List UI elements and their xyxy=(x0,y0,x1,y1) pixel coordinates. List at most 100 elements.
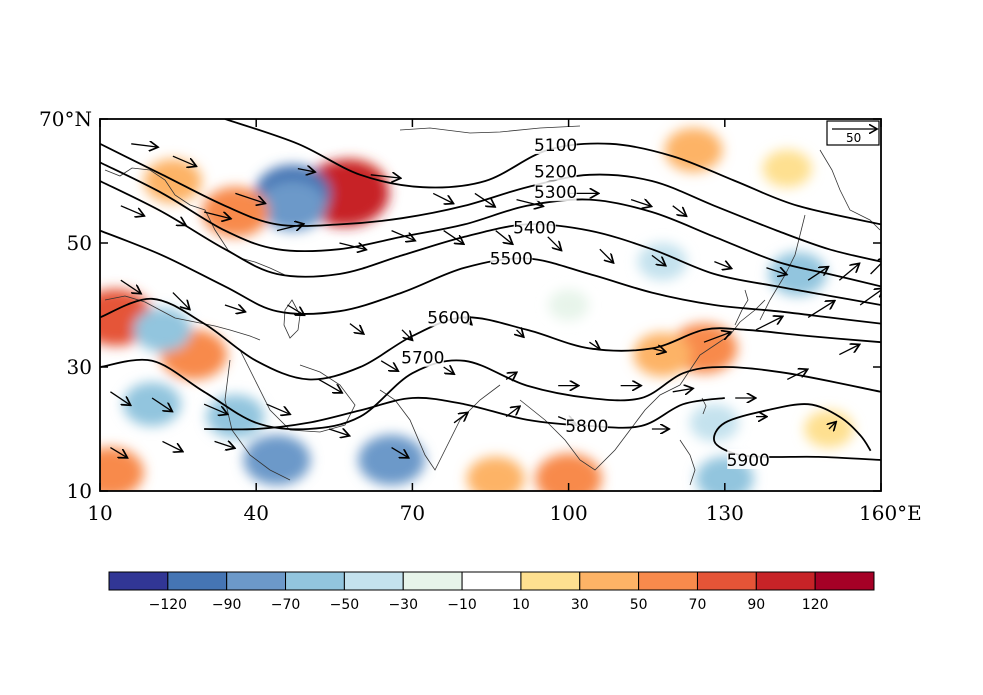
contour-label-bg xyxy=(401,346,444,367)
contour-label-5400: 5400 xyxy=(513,219,556,239)
wind-vector xyxy=(120,205,143,216)
wind-vector xyxy=(224,305,244,311)
coastline-arabia xyxy=(239,349,356,433)
wind-vector xyxy=(328,429,348,435)
anomaly-cell xyxy=(358,434,425,486)
colorbar-label: 70 xyxy=(689,597,707,613)
coastline-arctic xyxy=(399,125,581,134)
anomaly-cell xyxy=(633,332,692,377)
reference-vector-box: 50 xyxy=(826,120,880,146)
wind-vector xyxy=(443,367,454,373)
y-tick-label: 70°N xyxy=(39,107,92,131)
coastline-korea xyxy=(734,289,749,326)
wind-vector xyxy=(120,279,140,293)
x-tick-label: 10 xyxy=(87,501,112,525)
wind-vector xyxy=(380,360,397,371)
anomaly-cell xyxy=(762,149,812,188)
wind-vector xyxy=(235,192,264,203)
colorbar-label: −120 xyxy=(149,597,187,613)
colorbar-swatch xyxy=(696,571,757,591)
colorbar-swatch xyxy=(755,571,816,591)
contour-label-bg xyxy=(534,134,577,155)
x-tick-label: 100 xyxy=(550,501,588,525)
x-axis-ticks: 10 40 70 100 130 160°E xyxy=(87,119,922,525)
contour-label-bg xyxy=(727,449,770,469)
anomaly-cell xyxy=(637,242,687,281)
anomaly-cell xyxy=(548,289,589,321)
anomaly-cell xyxy=(201,186,269,238)
anomaly-cell xyxy=(100,447,144,491)
contour-label-5100: 5100 xyxy=(534,136,577,156)
wind-vector xyxy=(203,403,226,414)
colorbar-swatch xyxy=(814,571,875,591)
contour-label-5600: 5600 xyxy=(427,308,470,328)
anomaly-cell xyxy=(133,307,192,352)
colorbar-label: 30 xyxy=(571,597,589,613)
contour-label-5900: 5900 xyxy=(727,451,770,471)
wind-vector xyxy=(276,224,303,232)
wind-vector xyxy=(599,248,613,262)
contour-label-bg xyxy=(513,216,556,237)
colorbar-label: 10 xyxy=(512,597,530,613)
wind-vector xyxy=(517,330,523,336)
wind-vector xyxy=(755,317,782,331)
contour-label-bg xyxy=(565,414,608,435)
colorbar-label: 120 xyxy=(802,597,829,613)
wind-vector xyxy=(453,413,467,424)
wind-vector xyxy=(838,264,858,281)
plot-frame xyxy=(99,118,882,492)
contour-5200 xyxy=(100,142,881,263)
coastline-philippines xyxy=(679,439,696,486)
x-tick-label: 70 xyxy=(400,501,425,525)
y-axis-ticks: 70°N 50 30 10 xyxy=(39,107,881,503)
colorbar-label: −10 xyxy=(447,597,477,613)
colorbar-swatch xyxy=(226,571,287,591)
contour-label-bg xyxy=(534,160,577,181)
coastline-southeast-asia xyxy=(519,384,681,471)
colorbar-swatch xyxy=(108,571,169,591)
anomaly-cell xyxy=(664,128,723,172)
wind-vector xyxy=(807,301,834,318)
colorbar-swatch xyxy=(343,571,404,591)
wind-vector xyxy=(516,198,543,206)
anomaly-cell xyxy=(466,456,525,491)
colorbar-label: 50 xyxy=(630,597,648,613)
contour-label-bg xyxy=(427,306,470,327)
wind-vector xyxy=(172,292,189,309)
contour-label-5500: 5500 xyxy=(490,250,533,270)
wind-vector xyxy=(131,144,157,147)
wind-vector xyxy=(391,447,408,458)
wind-vector xyxy=(505,407,519,418)
contour-label-5200: 5200 xyxy=(534,163,577,183)
colorbar-swatch xyxy=(402,571,463,591)
wind-vector xyxy=(839,345,858,356)
contour-label-bg xyxy=(490,247,533,268)
wind-vector xyxy=(672,389,692,392)
wind-vector xyxy=(703,333,730,343)
colorbar-swatch xyxy=(461,571,522,591)
wind-vector xyxy=(339,242,366,249)
wind-vector xyxy=(630,200,650,206)
wind-vector xyxy=(474,192,494,206)
x-tick-label: 160°E xyxy=(859,501,922,525)
reference-vector-label: 50 xyxy=(846,131,861,145)
contour-label-5700: 5700 xyxy=(401,349,444,369)
wind-vector xyxy=(766,268,785,274)
anomaly-cell xyxy=(259,180,327,231)
anomaly-cell xyxy=(243,434,311,486)
colorbar-label: −30 xyxy=(388,597,418,613)
x-tick-label: 130 xyxy=(706,501,744,525)
plot-background xyxy=(100,119,881,491)
wind-vector xyxy=(287,304,303,315)
contour-label-bg xyxy=(534,181,577,202)
wind-vector xyxy=(151,397,171,411)
colorbar-label: −90 xyxy=(212,597,242,613)
anomaly-cell xyxy=(689,404,739,442)
anomaly-cell xyxy=(123,382,182,427)
wind-vector xyxy=(651,348,665,351)
wind-vector xyxy=(870,258,881,275)
y-tick-label: 50 xyxy=(67,231,92,255)
wind-vector xyxy=(349,323,363,334)
geopotential-height-contours xyxy=(100,119,881,461)
wind-vector xyxy=(651,254,665,265)
